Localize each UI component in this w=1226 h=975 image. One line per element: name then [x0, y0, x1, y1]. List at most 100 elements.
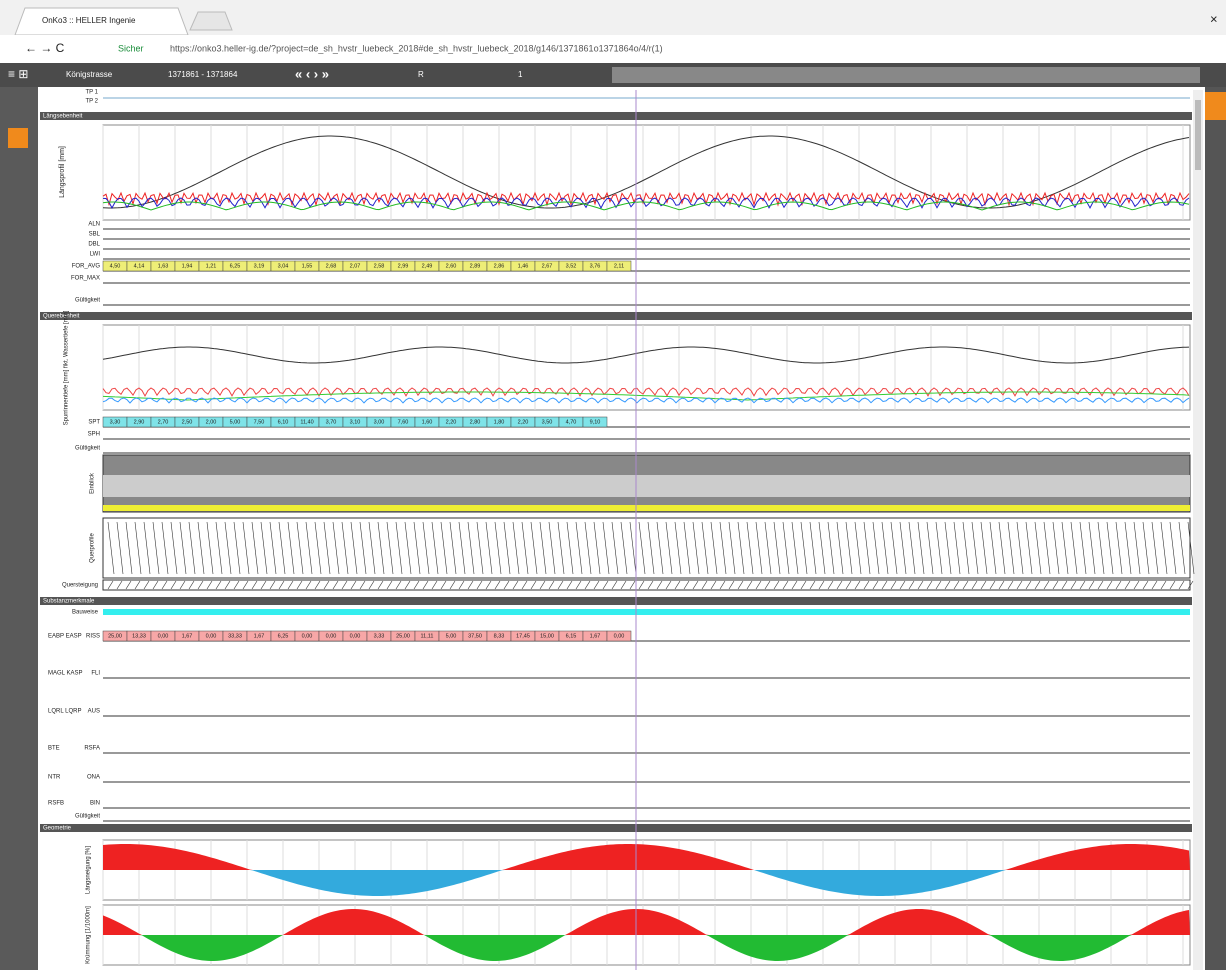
- sidebar-active-icon[interactable]: [8, 128, 28, 148]
- row-label: LWI: [90, 252, 101, 258]
- cell-value: 3,70: [326, 419, 337, 425]
- row-label: ALN: [88, 222, 100, 228]
- tab-title: OnKo3 :: HELLER Ingenie: [42, 16, 136, 25]
- row-label: RSFA: [84, 746, 100, 752]
- cell-value: 2,60: [446, 263, 457, 269]
- cell-value: 3,76: [590, 263, 601, 269]
- row-label: Gültigkeit: [75, 298, 100, 304]
- cell-value: 3,33: [374, 633, 385, 639]
- top-row-label: TP 2: [85, 99, 98, 105]
- cell-value: 2,67: [542, 263, 553, 269]
- right-sidebar: [1205, 87, 1226, 970]
- cell-value: 6,15: [566, 633, 577, 639]
- cell-value: 0,00: [158, 633, 169, 639]
- row-label: FLI: [91, 671, 100, 677]
- plot-frame: [103, 325, 1190, 410]
- cell-value: 9,10: [590, 419, 601, 425]
- panel-label: Quersteigung: [62, 583, 98, 589]
- row-label: Gültigkeit: [75, 814, 100, 820]
- group-label: EABP EASP: [48, 634, 82, 640]
- cell-value: 2,07: [350, 263, 361, 269]
- cell-value: 1,67: [590, 633, 601, 639]
- cell-value: 3,52: [566, 263, 577, 269]
- row-label: SBL: [89, 232, 101, 238]
- street-select[interactable]: Königstrasse: [66, 70, 113, 79]
- cell-value: 5,00: [446, 633, 457, 639]
- menu-icon[interactable]: ≡ ⊞: [8, 67, 28, 81]
- cell-value: 2,90: [134, 419, 145, 425]
- top-row-label: TP 1: [85, 90, 98, 96]
- nav-buttons[interactable]: ← → C: [25, 41, 65, 55]
- row-label: ONA: [87, 775, 100, 781]
- section-title: Substanzmerkmale: [43, 599, 95, 605]
- cell-value: 4,70: [566, 419, 577, 425]
- cell-value: 1,67: [254, 633, 265, 639]
- cell-value: 1,55: [302, 263, 313, 269]
- cell-value: 17,45: [516, 633, 530, 639]
- cell-value: 2,68: [326, 263, 337, 269]
- cell-value: 8,33: [494, 633, 505, 639]
- section-header: [40, 824, 1192, 832]
- cell-value: 0,00: [614, 633, 625, 639]
- row-label: FOR_AVG: [72, 264, 101, 270]
- cell-value: 25,00: [108, 633, 122, 639]
- panel-label: Krümmung [1/1000m]: [86, 906, 92, 964]
- left-sidebar: [0, 87, 38, 970]
- row-label: AUS: [88, 709, 100, 715]
- row-label: FOR_MAX: [71, 276, 100, 282]
- cell-value: 25,00: [396, 633, 410, 639]
- right-active-icon[interactable]: [1205, 92, 1226, 120]
- cell-value: 3,04: [278, 263, 289, 269]
- section-header: [40, 597, 1192, 605]
- panel-label: Einblick: [90, 472, 96, 494]
- cell-value: 4,50: [110, 263, 121, 269]
- section-header: [40, 312, 1192, 320]
- section-title: Geometrie: [43, 826, 72, 832]
- cell-value: 13,33: [132, 633, 146, 639]
- page: {"browser":{"tab_title":"OnKo3 :: HELLER…: [0, 0, 1226, 970]
- cell-value: 0,00: [326, 633, 337, 639]
- cell-value: 2,49: [422, 263, 433, 269]
- section-title: Längsebenheit: [43, 114, 83, 120]
- cell-value: 3,50: [542, 419, 553, 425]
- secure-label: Sicher: [118, 43, 144, 53]
- cell-value: 1,21: [206, 263, 217, 269]
- lane-select[interactable]: R: [418, 70, 424, 79]
- close-icon[interactable]: ×: [1210, 11, 1218, 26]
- range-select[interactable]: 1371861 - 1371864: [168, 70, 238, 79]
- cell-value: 2,20: [446, 419, 457, 425]
- cell-value: 7,60: [398, 419, 409, 425]
- row-label: DBL: [88, 242, 100, 248]
- panel-label: Querprofile: [90, 533, 96, 563]
- cell-value: 1,46: [518, 263, 529, 269]
- cell-value: 2,11: [614, 263, 624, 269]
- nav-arrows[interactable]: « ‹ › »: [295, 66, 329, 81]
- group-label: MAGL KASP: [48, 671, 82, 677]
- bauweise-bar: [103, 609, 1190, 615]
- cell-value: 6,25: [278, 633, 289, 639]
- bauweise-label: Bauweise: [72, 610, 99, 616]
- row-label: Gültigkeit: [75, 446, 100, 452]
- row-label: SPT: [88, 420, 100, 426]
- url[interactable]: https://onko3.heller-ig.de/?project=de_s…: [170, 43, 663, 53]
- toolbar-field: [612, 67, 1200, 83]
- cell-value: 2,89: [470, 263, 481, 269]
- scrollbar[interactable]: [1193, 90, 1203, 970]
- level-select[interactable]: 1: [518, 70, 523, 79]
- axis-label: Längsprofil [mm]: [59, 146, 66, 198]
- group-label: NTR: [48, 775, 61, 781]
- scroll-thumb[interactable]: [1195, 100, 1201, 170]
- cell-value: 2,20: [518, 419, 529, 425]
- cell-value: 33,33: [228, 633, 242, 639]
- new-tab[interactable]: [190, 12, 232, 30]
- cell-value: 1,63: [158, 263, 169, 269]
- cell-value: 2,58: [374, 263, 385, 269]
- cell-value: 5,00: [230, 419, 241, 425]
- panel: [103, 580, 1190, 590]
- cell-value: 1,67: [182, 633, 193, 639]
- image-band: [103, 475, 1190, 497]
- group-label: BTE: [48, 746, 60, 752]
- cell-value: 3,10: [350, 419, 361, 425]
- cell-value: 1,94: [182, 263, 193, 269]
- cell-value: 1,80: [494, 419, 505, 425]
